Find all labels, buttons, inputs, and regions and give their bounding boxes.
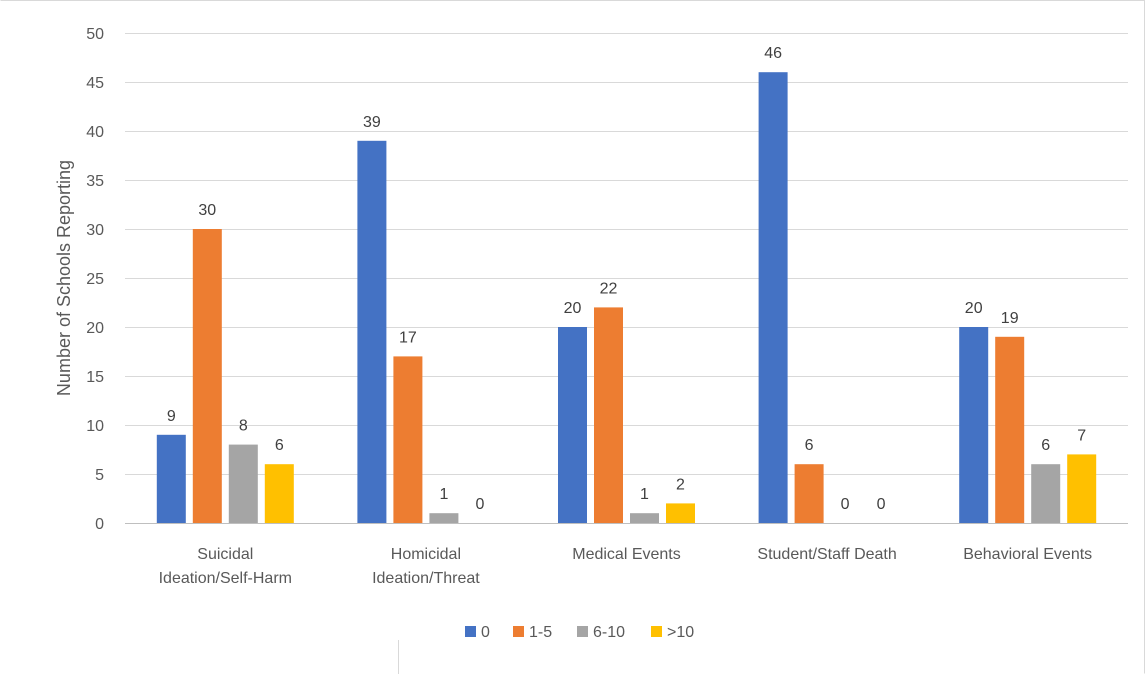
x-category-label: Medical Events (572, 546, 681, 563)
data-label: 0 (877, 496, 886, 513)
y-tick-label: 35 (86, 173, 104, 190)
bar (1031, 464, 1061, 523)
data-label: 2 (676, 476, 685, 493)
bar (666, 503, 695, 523)
legend-swatch (577, 626, 588, 637)
data-label: 1 (640, 486, 649, 503)
y-axis-ticks: 0 5 10 15 20 25 30 35 40 45 50 (86, 26, 104, 533)
bar (959, 327, 989, 523)
y-tick-label: 50 (86, 26, 104, 43)
bar (758, 72, 788, 523)
legend-swatch (513, 626, 524, 637)
y-tick-label: 5 (95, 467, 104, 484)
data-labels: 9 30 8 6 39 17 1 0 20 22 1 2 46 6 0 0 20 19 6 7 (167, 45, 1086, 513)
data-label: 9 (167, 408, 176, 425)
legend-entry: 1-5 (529, 624, 552, 641)
bar (228, 444, 258, 523)
data-label: 17 (399, 329, 417, 346)
legend: 0 1-5 6-10 >10 (465, 624, 694, 641)
bar (630, 513, 659, 523)
bar (156, 434, 186, 523)
x-category-label: Student/Staff Death (757, 546, 896, 563)
legend-entry: >10 (667, 624, 694, 641)
data-label: 6 (1041, 437, 1050, 454)
bar (264, 464, 294, 523)
y-tick-label: 25 (86, 271, 104, 288)
data-label: 6 (275, 437, 284, 454)
bar (357, 140, 387, 524)
x-axis-categories: Suicidal Ideation/Self-Harm Homicidal Ideat… (159, 546, 1093, 587)
data-label: 6 (805, 437, 814, 454)
data-label: 39 (363, 114, 381, 131)
y-tick-label: 15 (86, 369, 104, 386)
bar (192, 229, 222, 523)
y-tick-label: 20 (86, 320, 104, 337)
data-label: 46 (764, 45, 782, 62)
legend-swatch (465, 626, 476, 637)
bar (393, 356, 423, 523)
bar (558, 327, 587, 523)
legend-entry: 6-10 (593, 624, 625, 641)
gridlines (125, 33, 1128, 524)
x-category-label: Suicidal (197, 546, 253, 563)
legend-entry: 0 (481, 624, 490, 641)
x-category-label: Ideation/Threat (372, 570, 480, 587)
x-category-label: Ideation/Self-Harm (159, 570, 292, 587)
x-category-label: Behavioral Events (963, 546, 1092, 563)
data-label: 0 (475, 496, 484, 513)
data-label: 7 (1077, 427, 1086, 444)
data-label: 20 (564, 300, 582, 317)
y-tick-label: 0 (95, 516, 104, 533)
legend-swatch (651, 626, 662, 637)
y-tick-label: 45 (86, 75, 104, 92)
data-label: 22 (600, 280, 618, 297)
bars (156, 72, 1097, 524)
data-label: 1 (439, 486, 448, 503)
x-category-label: Homicidal (391, 546, 461, 563)
y-tick-label: 40 (86, 124, 104, 141)
data-label: 0 (841, 496, 850, 513)
bar (995, 336, 1025, 523)
data-label: 30 (198, 202, 216, 219)
data-label: 8 (239, 418, 248, 435)
bar (794, 464, 824, 523)
bar (429, 513, 459, 523)
data-label: 20 (965, 300, 983, 317)
bar (1067, 454, 1097, 523)
bar (594, 307, 623, 523)
y-axis-title: Number of Schools Reporting (54, 160, 74, 396)
y-tick-label: 30 (86, 222, 104, 239)
data-label: 19 (1001, 310, 1019, 327)
y-tick-label: 10 (86, 418, 104, 435)
